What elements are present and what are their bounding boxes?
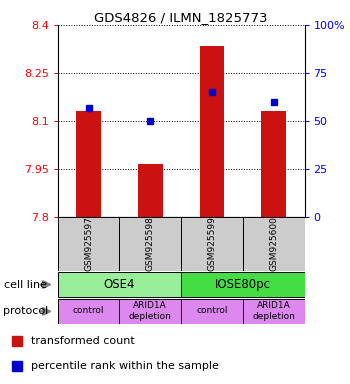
- Text: transformed count: transformed count: [30, 336, 134, 346]
- Text: GSM925597: GSM925597: [84, 217, 93, 271]
- Bar: [243, 217, 304, 271]
- Bar: [58, 299, 119, 324]
- Title: GDS4826 / ILMN_1825773: GDS4826 / ILMN_1825773: [94, 11, 268, 24]
- Text: protocol: protocol: [4, 306, 49, 316]
- Bar: [181, 272, 304, 297]
- Bar: [58, 272, 181, 297]
- Text: control: control: [73, 306, 104, 315]
- Text: control: control: [196, 306, 228, 315]
- Bar: [181, 217, 243, 271]
- Text: GSM925599: GSM925599: [208, 217, 216, 271]
- Text: IOSE80pc: IOSE80pc: [215, 278, 271, 291]
- Text: GSM925598: GSM925598: [146, 217, 155, 271]
- Bar: [76, 111, 101, 217]
- Text: percentile rank within the sample: percentile rank within the sample: [30, 361, 218, 371]
- Bar: [58, 217, 119, 271]
- Bar: [119, 217, 181, 271]
- Text: cell line: cell line: [4, 280, 47, 290]
- Text: ARID1A
depletion: ARID1A depletion: [129, 301, 172, 321]
- Text: GSM925600: GSM925600: [269, 217, 278, 271]
- Bar: [181, 299, 243, 324]
- Bar: [243, 299, 304, 324]
- Text: OSE4: OSE4: [104, 278, 135, 291]
- Text: ARID1A
depletion: ARID1A depletion: [252, 301, 295, 321]
- Bar: [138, 164, 163, 217]
- Bar: [119, 299, 181, 324]
- Bar: [261, 111, 286, 217]
- Bar: [199, 46, 224, 217]
